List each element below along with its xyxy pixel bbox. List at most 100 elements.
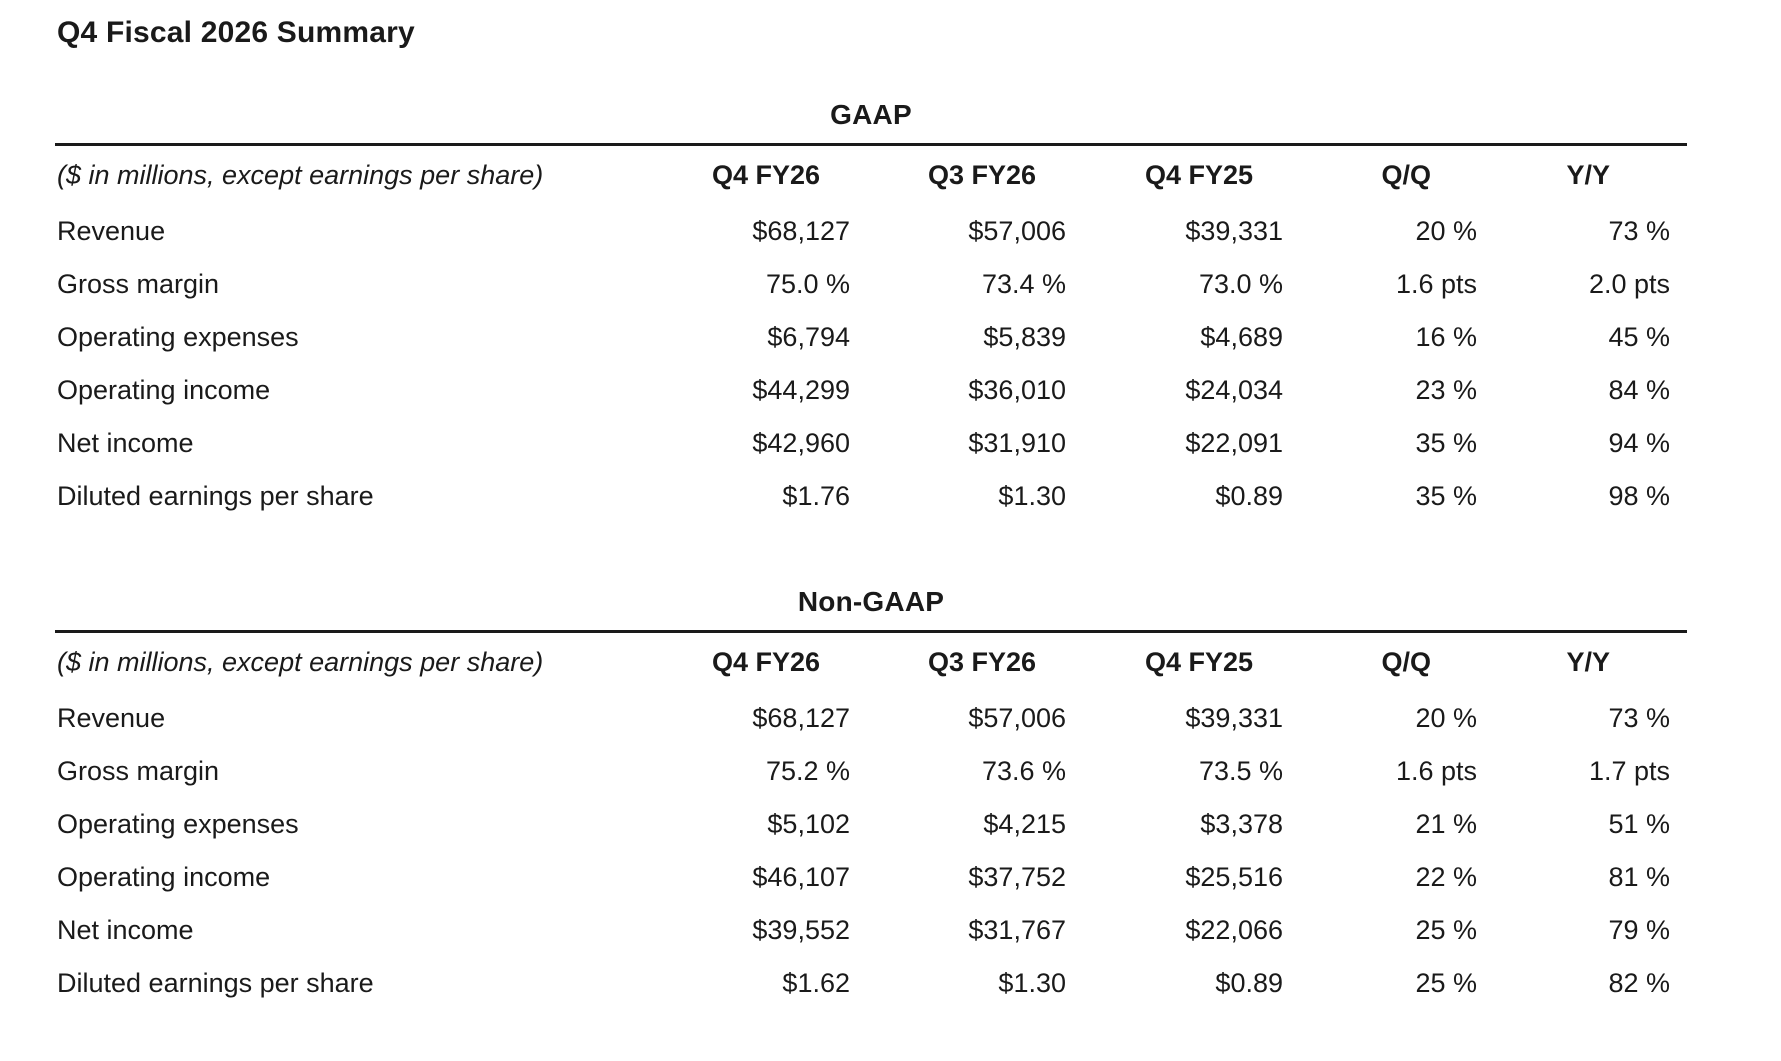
cell-value: 75.2 % xyxy=(765,755,850,786)
row-label: Net income xyxy=(57,914,194,945)
cell-value: 82 % xyxy=(1608,967,1670,998)
cell-value: $68,127 xyxy=(752,702,850,733)
table-row: Operating income $44,299 $36,010 $24,034 23 … xyxy=(55,364,1687,417)
row-label: Operating expenses xyxy=(57,808,299,839)
cell-value: $22,066 xyxy=(1185,914,1283,945)
unit-note: ($ in millions, except earnings per shar… xyxy=(57,159,544,190)
cell-value: 73 % xyxy=(1608,702,1670,733)
cell-value: 1.6 pts xyxy=(1395,755,1477,786)
cell-value: $46,107 xyxy=(752,861,850,892)
cell-value: 73.5 % xyxy=(1198,755,1283,786)
table-row: Diluted earnings per share $1.76 $1.30 $0.8… xyxy=(55,470,1687,523)
cell-value: $6,794 xyxy=(767,321,850,352)
page-title: Q4 Fiscal 2026 Summary xyxy=(57,16,415,49)
column-header-q4-fy25: Q4 FY25 xyxy=(1144,646,1253,677)
cell-value: $25,516 xyxy=(1185,861,1283,892)
cell-value: 94 % xyxy=(1608,427,1670,458)
cell-value: 22 % xyxy=(1415,861,1477,892)
cell-value: 98 % xyxy=(1608,480,1670,511)
table-row: Revenue $68,127 $57,006 $39,331 20 % 73 % xyxy=(55,692,1687,745)
row-label: Net income xyxy=(57,427,194,458)
nongaap-table-body: Revenue $68,127 $57,006 $39,331 20 % 73 % Gros… xyxy=(55,692,1687,1010)
cell-value: $39,331 xyxy=(1185,702,1283,733)
cell-value: 73.6 % xyxy=(981,755,1066,786)
gaap-financial-table: ($ in millions, except earnings per shar… xyxy=(55,143,1687,523)
column-header-yy: Y/Y xyxy=(1566,159,1610,190)
cell-value: 20 % xyxy=(1415,215,1477,246)
cell-value: 16 % xyxy=(1415,321,1477,352)
cell-value: $3,378 xyxy=(1200,808,1283,839)
column-header-qq: Q/Q xyxy=(1381,646,1431,677)
cell-value: 73.4 % xyxy=(981,268,1066,299)
column-header-q4-fy25: Q4 FY25 xyxy=(1144,159,1253,190)
column-header-q4-fy26: Q4 FY26 xyxy=(711,159,820,190)
cell-value: $37,752 xyxy=(968,861,1066,892)
cell-value: $57,006 xyxy=(968,702,1066,733)
cell-value: 51 % xyxy=(1608,808,1670,839)
column-header-qq: Q/Q xyxy=(1381,159,1431,190)
row-label: Gross margin xyxy=(57,268,220,299)
cell-value: 75.0 % xyxy=(765,268,850,299)
cell-value: $5,839 xyxy=(983,321,1066,352)
cell-value: $39,331 xyxy=(1185,215,1283,246)
header-row: ($ in millions, except earnings per shar… xyxy=(55,145,1687,205)
cell-value: $24,034 xyxy=(1185,374,1283,405)
row-label: Gross margin xyxy=(57,755,220,786)
cell-value: $1.30 xyxy=(998,480,1066,511)
table-row: Operating expenses $6,794 $5,839 $4,689 16 %… xyxy=(55,311,1687,364)
row-label: Operating expenses xyxy=(57,321,299,352)
table-row: Net income $42,960 $31,910 $22,091 35 % 94 % xyxy=(55,417,1687,470)
unit-note: ($ in millions, except earnings per shar… xyxy=(57,646,544,677)
cell-value: 45 % xyxy=(1608,321,1670,352)
cell-value: $42,960 xyxy=(752,427,850,458)
cell-value: 81 % xyxy=(1608,861,1670,892)
cell-value: 73.0 % xyxy=(1198,268,1283,299)
cell-value: $68,127 xyxy=(752,215,850,246)
cell-value: $5,102 xyxy=(767,808,850,839)
section-gaap: GAAP ($ in millions, except earnings per… xyxy=(55,87,1687,523)
cell-value: $39,552 xyxy=(752,914,850,945)
cell-value: 73 % xyxy=(1608,215,1670,246)
table-row: Gross margin 75.0 % 73.4 % 73.0 % 1.6 pts 2.0… xyxy=(55,258,1687,311)
cell-value: $0.89 xyxy=(1215,967,1283,998)
nongaap-section-heading: Non-GAAP xyxy=(797,586,945,617)
cell-value: 23 % xyxy=(1415,374,1477,405)
cell-value: 1.7 pts xyxy=(1588,755,1670,786)
column-header-q3-fy26: Q3 FY26 xyxy=(927,646,1036,677)
table-row: Operating income $46,107 $37,752 $25,516 22 … xyxy=(55,851,1687,904)
gaap-table-header: ($ in millions, except earnings per shar… xyxy=(55,145,1687,205)
section-nongaap: Non-GAAP ($ in millions, except earnings… xyxy=(55,574,1687,1010)
cell-value: 25 % xyxy=(1415,967,1477,998)
cell-value: $36,010 xyxy=(968,374,1066,405)
cell-value: $4,215 xyxy=(983,808,1066,839)
row-label: Diluted earnings per share xyxy=(57,967,374,998)
table-row: Gross margin 75.2 % 73.6 % 73.5 % 1.6 pts 1.7… xyxy=(55,745,1687,798)
column-header-q3-fy26: Q3 FY26 xyxy=(927,159,1036,190)
cell-value: 2.0 pts xyxy=(1588,268,1670,299)
cell-value: $4,689 xyxy=(1200,321,1283,352)
gaap-table-body: Revenue $68,127 $57,006 $39,331 20 % 73 % Gros… xyxy=(55,205,1687,523)
cell-value: 20 % xyxy=(1415,702,1477,733)
row-label: Operating income xyxy=(57,374,271,405)
table-row: Net income $39,552 $31,767 $22,066 25 % 79 % xyxy=(55,904,1687,957)
cell-value: $1.76 xyxy=(782,480,850,511)
table-row: Diluted earnings per share $1.62 $1.30 $0.8… xyxy=(55,957,1687,1010)
cell-value: $31,910 xyxy=(968,427,1066,458)
cell-value: 79 % xyxy=(1608,914,1670,945)
cell-value: 35 % xyxy=(1415,480,1477,511)
cell-value: $0.89 xyxy=(1215,480,1283,511)
column-header-yy: Y/Y xyxy=(1566,646,1610,677)
cell-value: 25 % xyxy=(1415,914,1477,945)
table-row: Operating expenses $5,102 $4,215 $3,378 21 %… xyxy=(55,798,1687,851)
gaap-section-heading: GAAP xyxy=(830,99,912,130)
cell-value: $44,299 xyxy=(752,374,850,405)
cell-value: 1.6 pts xyxy=(1395,268,1477,299)
nongaap-financial-table: ($ in millions, except earnings per shar… xyxy=(55,630,1687,1010)
column-header-q4-fy26: Q4 FY26 xyxy=(711,646,820,677)
cell-value: $31,767 xyxy=(968,914,1066,945)
cell-value: $22,091 xyxy=(1185,427,1283,458)
header-row: ($ in millions, except earnings per shar… xyxy=(55,632,1687,692)
table-row: Revenue $68,127 $57,006 $39,331 20 % 73 % xyxy=(55,205,1687,258)
row-label: Revenue xyxy=(57,215,166,246)
